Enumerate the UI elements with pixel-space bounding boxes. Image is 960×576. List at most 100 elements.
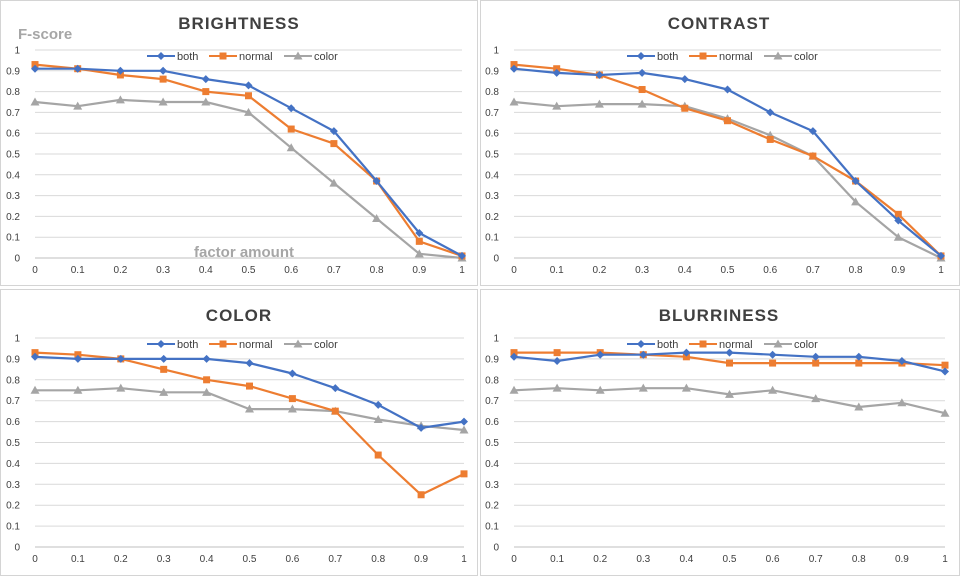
chart-blurriness-y-tick-label: 0.3 <box>485 480 499 491</box>
chart-brightness-x-tick-label: 0.5 <box>242 265 256 276</box>
chart-brightness-series-normal-point <box>245 92 252 100</box>
chart-blurriness-series-both-point <box>811 352 820 361</box>
chart-color-x-tick-label: 0.2 <box>114 554 128 565</box>
chart-color-series-both-point <box>116 354 125 363</box>
chart-contrast-x-tick-label: 0.2 <box>592 265 606 276</box>
chart-contrast-x-tick-label: 0.9 <box>891 265 905 276</box>
chart-brightness-series-color-point <box>372 213 382 222</box>
chart-color-series-normal-point <box>160 365 168 373</box>
chart-contrast-x-tick-label: 0.3 <box>635 265 649 276</box>
chart-blurriness-x-tick-label: 0.6 <box>766 554 780 565</box>
chart-brightness-series-normal-point <box>202 88 210 96</box>
chart-color-legend-color-marker <box>293 339 303 348</box>
chart-contrast-y-tick-label: 0.7 <box>485 108 499 119</box>
chart-contrast-series-both-point <box>894 216 903 225</box>
chart-blurriness-legend-normal-label: normal <box>719 339 753 351</box>
chart-color-series-normal-point <box>331 407 339 415</box>
chart-blurriness-series-both-point <box>682 348 691 357</box>
chart-blurriness-y-tick-label: 0.9 <box>485 354 499 365</box>
chart-contrast-y-tick-label: 1 <box>493 46 499 57</box>
chart-color-series-color-point <box>459 425 469 434</box>
chart-contrast-series-normal-point <box>553 65 561 73</box>
chart-contrast-legend-color: color <box>764 51 818 63</box>
chart-blurriness-x-tick-label: 0.2 <box>593 554 607 565</box>
chart-contrast-series-both-point <box>638 68 647 77</box>
x-axis-title: factor amount <box>194 244 294 261</box>
chart-blurriness-series-both-point <box>639 350 648 359</box>
chart-contrast-series-both-point <box>766 108 775 117</box>
chart-blurriness-series-color-point <box>768 385 778 394</box>
chart-blurriness-y-tick-label: 0.8 <box>485 375 499 386</box>
chart-contrast-legend-normal-marker <box>699 52 707 60</box>
chart-blurriness-series-both-point <box>897 356 906 365</box>
chart-brightness-x-tick-label: 1 <box>459 265 465 276</box>
chart-brightness-x-tick-label: 0.9 <box>412 265 426 276</box>
chart-blurriness-series-color-point <box>854 402 864 411</box>
chart-blurriness-series-both-point <box>854 352 863 361</box>
chart-color-series-normal-point <box>31 349 39 357</box>
chart-blurriness-series-color-point <box>638 383 648 392</box>
chart-brightness-y-tick-label: 1 <box>14 46 20 57</box>
chart-brightness-y-tick-label: 0.5 <box>6 150 20 161</box>
chart-color-series-normal-point <box>288 395 296 403</box>
chart-blurriness-series-color-point <box>552 383 562 392</box>
chart-contrast-series-color-point <box>552 101 562 110</box>
chart-brightness-series-color-point <box>115 95 125 104</box>
chart-contrast-x-tick-label: 0.7 <box>806 265 820 276</box>
chart-blurriness-series-color-point <box>940 408 950 417</box>
chart-color-x-tick-label: 0.6 <box>285 554 299 565</box>
chart-brightness-x-tick-label: 0 <box>32 265 38 276</box>
chart-contrast-border <box>480 0 960 286</box>
chart-brightness-series-both-point <box>73 64 82 73</box>
chart-brightness-y-tick-label: 0.2 <box>6 212 20 223</box>
chart-brightness-series-normal-point <box>330 140 338 148</box>
chart-blurriness-legend-both-marker <box>637 340 645 348</box>
chart-brightness-series-color-point <box>414 249 424 258</box>
chart-blurriness-series-both-point <box>768 350 777 359</box>
chart-brightness-legend-both-marker <box>157 52 165 60</box>
chart-contrast-series-both-point <box>808 127 817 136</box>
chart-color-y-tick-label: 0.7 <box>6 396 20 407</box>
chart-contrast-title: CONTRAST <box>668 14 770 33</box>
chart-brightness-y-tick-label: 0.8 <box>6 87 20 98</box>
chart-color-x-tick-label: 0.9 <box>414 554 428 565</box>
chart-contrast-series-normal-point <box>894 210 902 218</box>
chart-color-series-both-point <box>245 359 254 368</box>
chart-blurriness-series-normal-point <box>769 359 777 367</box>
chart-color-legend-normal-marker <box>219 340 227 348</box>
chart-blurriness: 0 0.1 0.2 0.3 0.4 0.5 0.6 0.7 0.8 0.9 1 0 0.1 0.2 0.3 0… <box>480 289 960 576</box>
chart-contrast-y-tick-label: 0.2 <box>485 212 499 223</box>
chart-brightness-y-tick-label: 0 <box>14 254 20 265</box>
chart-brightness-legend-normal: normal <box>209 51 273 63</box>
chart-blurriness-series-normal-point <box>812 359 820 367</box>
chart-color-y-tick-label: 0.3 <box>6 480 20 491</box>
chart-brightness-legend-both: both <box>147 51 198 63</box>
chart-color-series-both-point <box>331 384 340 393</box>
chart-color-series-color-point <box>245 404 254 413</box>
chart-color-series-both-point <box>31 352 39 361</box>
chart-contrast-y-tick-label: 0.4 <box>485 170 499 181</box>
chart-contrast-series-both-point <box>723 85 732 94</box>
chart-blurriness-series-color-point <box>509 385 519 394</box>
chart-brightness: 0 0.1 0.2 0.3 0.4 0.5 0.6 0.7 0.8 0.9 1 0 0.1 0.2 0.3 0… <box>0 0 478 286</box>
chart-blurriness-y-tick-label: 0.7 <box>485 396 499 407</box>
chart-contrast-y-tick-label: 0.9 <box>485 66 499 77</box>
chart-blurriness-legend-normal: normal <box>689 339 753 351</box>
chart-contrast-legend-both-label: both <box>657 51 678 63</box>
chart-blurriness-series-both-point <box>596 350 605 359</box>
chart-blurriness-x-tick-label: 0.8 <box>852 554 866 565</box>
chart-brightness-x-tick-label: 0.4 <box>199 265 213 276</box>
chart-blurriness-series-color-point <box>811 394 821 403</box>
chart-contrast-series-normal-point <box>809 152 817 160</box>
chart-brightness-legend-normal-label: normal <box>239 51 273 63</box>
chart-contrast-x-tick-label: 0 <box>511 265 517 276</box>
chart-color-y-tick-label: 0.5 <box>6 438 20 449</box>
chart-color-y-tick-label: 0 <box>14 543 20 554</box>
chart-color-series-both-point <box>159 354 168 363</box>
chart-brightness-series-both-point <box>415 229 424 238</box>
chart-contrast-series-color-point <box>851 197 861 206</box>
chart-contrast-legend-color-label: color <box>794 51 818 63</box>
chart-color-x-tick-label: 0 <box>32 554 38 565</box>
chart-color-legend-both-marker <box>157 340 165 348</box>
